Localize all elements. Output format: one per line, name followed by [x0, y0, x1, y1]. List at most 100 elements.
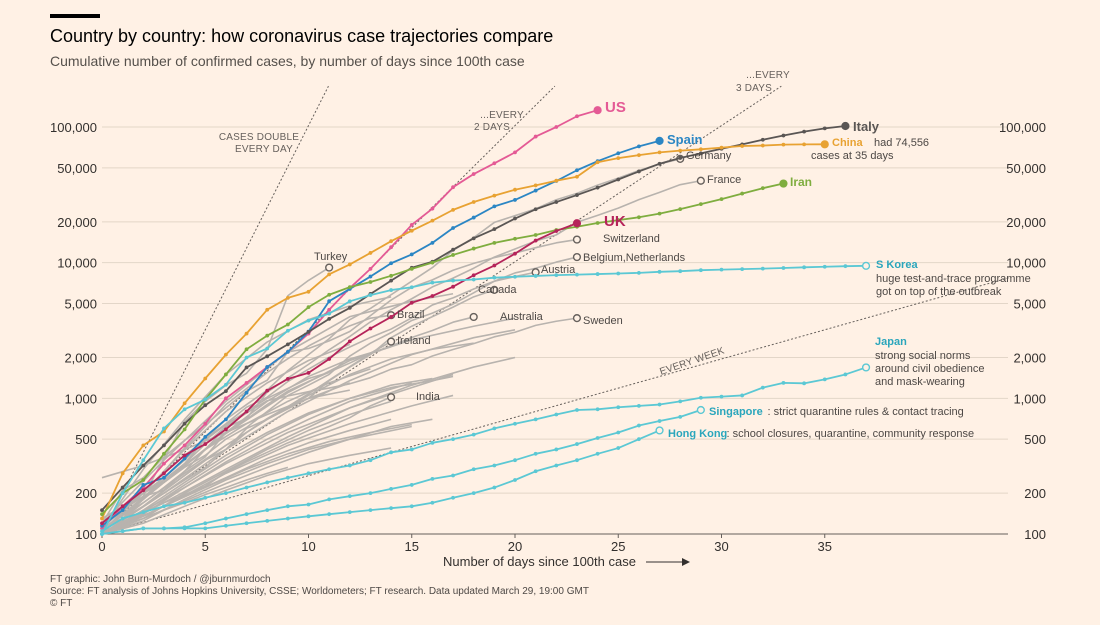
line-brazil [101, 314, 392, 524]
point-s-korea-3 [162, 426, 166, 431]
point-japan-6 [224, 491, 228, 496]
point-hong-kong-25 [616, 446, 621, 450]
point-s-korea-13 [368, 293, 373, 297]
note-china-1: had 74,556 [874, 137, 929, 149]
label-singapore: Singapore [709, 406, 763, 418]
point-uk-1 [120, 504, 125, 509]
ref-line-3d [101, 85, 782, 535]
label-hong-kong: Hong Kong [668, 428, 727, 440]
point-spain-9 [285, 349, 290, 354]
line-canada [101, 289, 495, 532]
endpoint-hong-kong [655, 426, 664, 435]
ytick-right-2000: 2,000 [1013, 350, 1046, 365]
line-iran [101, 182, 784, 515]
label-ireland: Ireland [397, 335, 431, 347]
label-spain: Spain [667, 132, 702, 147]
point-japan-25 [616, 405, 621, 410]
xtick-15: 15 [405, 539, 419, 554]
label-s-korea: S Korea [876, 259, 918, 271]
point-s-korea-12 [347, 299, 352, 304]
label-switzerland: Switzerland [603, 233, 660, 245]
ref-label-2d-b: 2 DAYS [474, 122, 510, 133]
point-italy-14 [389, 278, 393, 283]
point-s-korea-11 [327, 311, 332, 316]
xtick-10: 10 [301, 539, 315, 554]
point-china-7 [244, 331, 249, 336]
point-us-6 [224, 396, 228, 401]
point-s-korea-10 [306, 318, 311, 323]
label-italy: Italy [853, 119, 880, 134]
point-us-16 [430, 206, 435, 211]
point-iran-16 [430, 260, 435, 265]
point-spain-20 [513, 198, 517, 202]
point-italy-2 [141, 463, 146, 468]
point-us-15 [409, 222, 414, 227]
label-belgium-netherlands: Belgium,Netherlands [583, 252, 686, 264]
point-iran-17 [451, 253, 455, 257]
point-spain-26 [637, 144, 641, 149]
point-hong-kong-5 [203, 526, 208, 531]
point-us-11 [327, 307, 332, 312]
point-singapore-20 [513, 458, 517, 463]
point-s-korea-4 [182, 407, 187, 412]
point-us-4 [182, 443, 187, 448]
endpoint-singapore [696, 405, 705, 415]
point-china-13 [368, 251, 373, 255]
ref-label-3d-a: ...EVERY [746, 70, 790, 81]
label-turkey: Turkey [314, 251, 348, 263]
point-china-15 [409, 228, 414, 233]
point-italy-27 [657, 161, 662, 166]
point-hong-kong-15 [409, 504, 414, 509]
series-india [101, 393, 396, 530]
line-s-korea [101, 264, 867, 535]
point-hong-kong-9 [285, 516, 290, 521]
point-china-33 [781, 142, 786, 147]
point-us-14 [389, 245, 393, 250]
point-iran-27 [657, 211, 662, 216]
point-s-korea-25 [616, 271, 621, 276]
background-line-14 [101, 377, 433, 535]
point-iran-18 [471, 246, 476, 251]
point-china-22 [554, 178, 559, 183]
point-japan-21 [533, 417, 538, 422]
series-uk [100, 219, 582, 526]
point-iran-28 [678, 207, 683, 212]
point-us-7 [244, 380, 249, 385]
point-china-4 [182, 401, 187, 406]
point-iran-19 [492, 240, 497, 245]
point-italy-0 [100, 508, 104, 513]
point-japan-18 [471, 432, 476, 437]
point-japan-29 [698, 395, 703, 400]
point-singapore-14 [389, 486, 393, 491]
point-japan-32 [760, 385, 765, 390]
point-hong-kong-7 [244, 521, 249, 526]
point-hong-kong-18 [471, 491, 476, 496]
point-japan-0 [100, 529, 104, 534]
point-s-korea-27 [657, 269, 662, 274]
endpoint-iran [779, 179, 788, 188]
point-s-korea-8 [265, 346, 270, 351]
point-uk-7 [244, 409, 249, 414]
point-uk-16 [430, 294, 435, 298]
point-china-18 [471, 200, 476, 204]
point-spain-2 [141, 483, 146, 487]
point-s-korea-22 [554, 273, 559, 278]
point-s-korea-28 [678, 269, 683, 274]
point-uk-19 [492, 263, 497, 268]
point-hong-kong-13 [368, 508, 373, 513]
point-singapore-12 [347, 494, 352, 499]
point-japan-24 [595, 407, 600, 412]
endpoint-us [593, 106, 602, 115]
background-line-9 [101, 400, 392, 535]
series-hong-kong [100, 426, 664, 536]
series-s-korea [100, 261, 871, 536]
point-uk-21 [533, 238, 538, 243]
endpoint-spain [655, 136, 664, 145]
endpoint-india [387, 393, 396, 402]
endpoint-ireland [387, 337, 396, 346]
point-china-12 [347, 262, 352, 267]
point-s-korea-15 [409, 285, 414, 290]
point-hong-kong-3 [162, 526, 166, 531]
point-china-8 [265, 307, 270, 312]
ytick-right-200: 200 [1024, 486, 1046, 501]
